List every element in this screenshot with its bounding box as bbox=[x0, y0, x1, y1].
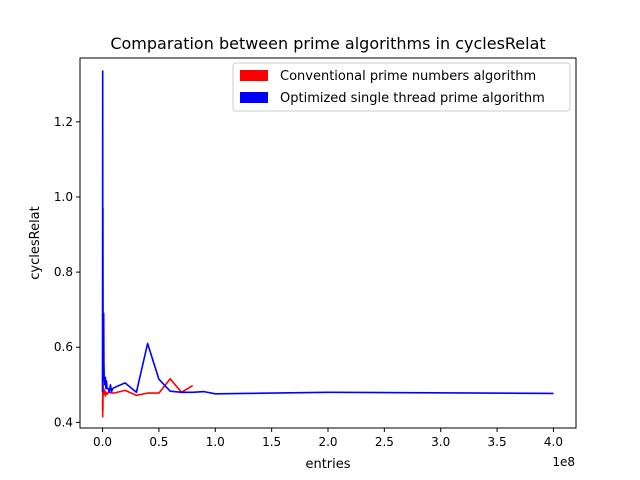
x-axis-label: entries bbox=[305, 457, 350, 472]
legend-label-optimized: Optimized single thread prime algorithm bbox=[280, 91, 545, 106]
x-tick-label: 4.0 bbox=[544, 435, 563, 449]
y-tick-label: 0.4 bbox=[54, 415, 73, 429]
x-tick-label: 1.5 bbox=[262, 435, 281, 449]
series-line-optimized bbox=[101, 70, 554, 395]
axis-ticks: 0.0 0.5 1.0 1.5 2.0 2.5 3.0 3.5 4.0 0.4 0.6 0.8 1.0 1… bbox=[54, 115, 563, 449]
x-tick-label: 2.5 bbox=[375, 435, 394, 449]
y-tick-label: 0.6 bbox=[54, 340, 73, 354]
axes-frame bbox=[79, 57, 577, 429]
legend-swatch-conventional bbox=[240, 70, 268, 81]
series-line-conventional bbox=[101, 338, 194, 418]
x-tick-label: 3.0 bbox=[431, 435, 450, 449]
x-tick-label: 0.0 bbox=[93, 435, 112, 449]
y-tick-label: 1.2 bbox=[54, 115, 73, 129]
chart-title: Comparation between prime algorithms in … bbox=[110, 34, 545, 53]
legend-box bbox=[232, 62, 571, 112]
legend-label-conventional: Conventional prime numbers algorithm bbox=[280, 69, 536, 84]
y-axis-label: cyclesRelat bbox=[28, 206, 43, 280]
x-tick-label: 2.0 bbox=[318, 435, 337, 449]
plot-area bbox=[101, 70, 554, 418]
x-tick-label: 3.5 bbox=[488, 435, 507, 449]
x-axis-offset-label: 1e8 bbox=[552, 455, 575, 469]
y-tick-label: 0.8 bbox=[54, 265, 73, 279]
legend-swatch-optimized bbox=[240, 92, 268, 103]
legend: Conventional prime numbers algorithm Opt… bbox=[232, 62, 571, 112]
y-tick-label: 1.0 bbox=[54, 190, 73, 204]
x-tick-label: 1.0 bbox=[206, 435, 225, 449]
x-tick-label: 0.5 bbox=[149, 435, 168, 449]
